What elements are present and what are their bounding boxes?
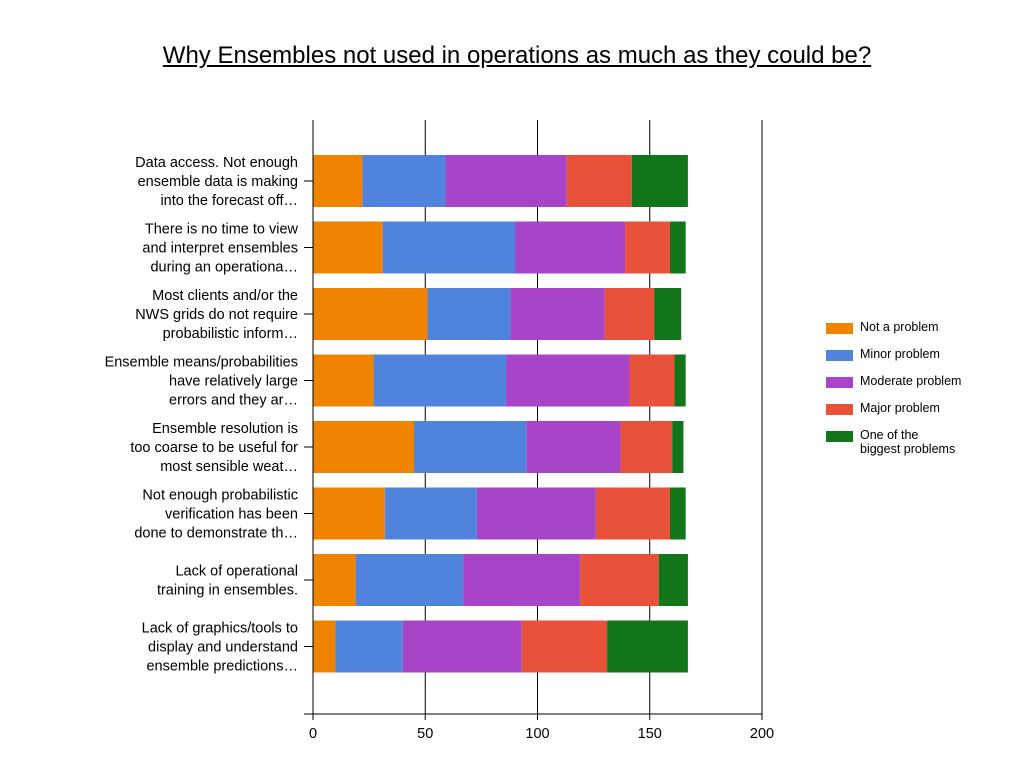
bar-segment [625, 221, 670, 274]
bar-segment [313, 620, 336, 673]
bar-segment [515, 221, 626, 274]
x-tick-label: 0 [309, 726, 317, 742]
bar-segment [620, 421, 673, 473]
legend-label: Moderate problem [860, 374, 962, 388]
legend-swatch [826, 323, 853, 334]
category-label: Most clients and/or the NWS grids do not … [135, 288, 298, 342]
x-tick-label: 150 [638, 726, 662, 742]
legend-label: Major problem [860, 401, 940, 415]
slide-title: Why Ensembles not used in operations as … [162, 42, 872, 69]
bar-segment [384, 487, 477, 540]
bar-segment [526, 421, 621, 473]
bar-segment [607, 620, 688, 673]
bar-segment [566, 155, 632, 207]
x-tick-label: 200 [750, 726, 774, 742]
legend-swatch [826, 431, 853, 442]
legend-item: Major problem [826, 401, 1006, 428]
legend-label: Minor problem [860, 347, 940, 361]
bar-segment [674, 354, 686, 407]
x-tick-label: 50 [417, 726, 433, 742]
category-label: Data access. Not enough ensemble data is … [135, 155, 298, 209]
legend-swatch [826, 377, 853, 388]
bar-segment [669, 487, 686, 540]
bar-segment [382, 221, 516, 274]
x-tick-label: 100 [525, 726, 549, 742]
bar-segment [595, 487, 670, 540]
bar-segment [355, 554, 464, 606]
bar-segment [521, 620, 608, 673]
bar-segment [313, 221, 383, 274]
bar-segment [313, 288, 428, 340]
bar-segment [402, 620, 522, 673]
legend-item: Minor problem [826, 347, 1006, 374]
chart-legend: Not a problem Minor problem Moderate probl… [826, 320, 1006, 456]
bar-segment [313, 354, 374, 407]
legend-item: Not a problem [826, 320, 1006, 347]
bar-segment [313, 554, 356, 606]
bar-segment [335, 620, 403, 673]
category-label: There is no time to view and interpret en… [142, 222, 298, 276]
legend-swatch [826, 350, 853, 361]
bar-segment [506, 354, 630, 407]
bar-segment [313, 487, 385, 540]
bar-segment [427, 288, 511, 340]
legend-label: Not a problem [860, 320, 939, 334]
bar-segment [631, 155, 688, 207]
legend-item: One of the biggest problems [826, 428, 1006, 456]
bar-segment [580, 554, 659, 606]
bar-segment [476, 487, 596, 540]
bar-segment [669, 221, 686, 274]
category-label: Ensemble resolution is too coarse to be u… [130, 421, 298, 475]
bar-segment [654, 288, 682, 340]
category-label: Lack of operational training in ensembles… [157, 564, 298, 599]
category-label: Lack of graphics/tools to display and und… [142, 621, 298, 675]
bar-segment [313, 155, 363, 207]
legend-swatch [826, 404, 853, 415]
legend-item: Moderate problem [826, 374, 1006, 401]
bar-segment [414, 421, 527, 473]
bar-segment [445, 155, 567, 207]
bar-segment [362, 155, 446, 207]
bar-segment [658, 554, 688, 606]
category-label: Ensemble means/probabilities have relativ… [105, 355, 298, 409]
bar-segment [672, 421, 684, 473]
bar-segment [313, 421, 415, 473]
bar-segment [463, 554, 581, 606]
bar-segment [604, 288, 655, 340]
legend-label: One of the biggest problems [860, 428, 956, 456]
category-label: Not enough probabilistic verification has… [134, 488, 298, 542]
bar-segment [373, 354, 507, 407]
bar-segment [510, 288, 605, 340]
bar-segment [629, 354, 675, 407]
